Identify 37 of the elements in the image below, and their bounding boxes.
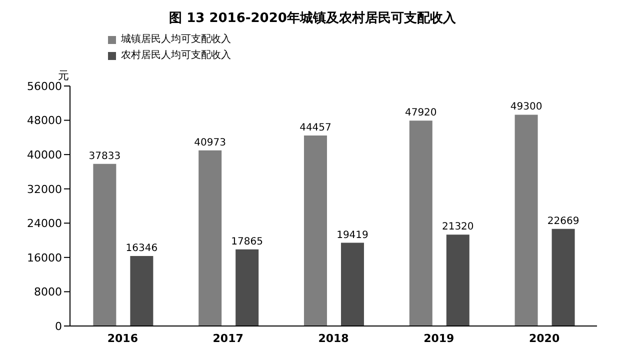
data-label: 19419 — [336, 230, 368, 241]
data-label: 47920 — [404, 108, 437, 119]
data-label: 16346 — [126, 242, 158, 254]
data-label: 44457 — [300, 122, 332, 134]
bar — [552, 228, 575, 326]
bar — [514, 114, 538, 326]
y-axis-title: 元 — [58, 68, 69, 82]
data-label: 21320 — [442, 222, 474, 233]
y-tick-label: 24000 — [27, 217, 62, 230]
chart-title: 图 13 2016-2020年城镇及农村居民可支配收入 — [168, 10, 457, 28]
y-tick-label: 56000 — [27, 80, 62, 93]
y-tick-label: 8000 — [34, 286, 62, 299]
x-tick-label: 2016 — [107, 332, 138, 345]
x-tick-label: 2018 — [318, 332, 349, 345]
x-tick-label: 2020 — [528, 332, 560, 345]
data-label: 37833 — [88, 150, 121, 162]
legend-label: 城镇居民人均可支配收入 — [121, 32, 231, 47]
bar — [236, 249, 259, 326]
bar — [409, 120, 432, 326]
data-label: 40973 — [194, 137, 226, 148]
x-tick-label: 2017 — [212, 332, 244, 345]
y-tick-label: 48000 — [27, 114, 62, 128]
y-tick-label: 16000 — [27, 251, 62, 264]
bar — [304, 135, 327, 326]
data-label: 17865 — [231, 236, 263, 248]
y-tick-label: 32000 — [27, 182, 62, 196]
y-tick-label: 0 — [55, 320, 62, 333]
bar — [198, 150, 222, 326]
data-label: 22669 — [547, 216, 580, 227]
bar — [93, 164, 116, 326]
bar — [340, 242, 364, 326]
bar — [446, 234, 470, 326]
bar — [130, 256, 154, 326]
y-tick-label: 40000 — [27, 148, 62, 162]
data-label: 49300 — [510, 102, 542, 113]
x-tick-label: 2019 — [424, 332, 454, 345]
legend-label: 农村居民人均可支配收入 — [121, 48, 231, 63]
